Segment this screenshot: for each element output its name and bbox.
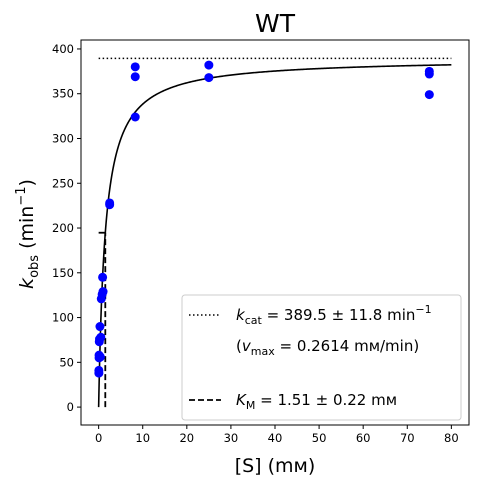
x-tick-label: 60 (356, 431, 371, 445)
y-tick-label: 300 (52, 131, 74, 145)
y-tick-label: 150 (52, 266, 74, 280)
data-point (204, 60, 214, 70)
y-tick-label: 400 (52, 42, 74, 56)
data-point (130, 72, 140, 82)
chart-title: WT (255, 9, 296, 38)
y-tick-label: 100 (52, 311, 74, 325)
x-tick-label: 80 (444, 431, 459, 445)
x-tick-label: 50 (312, 431, 327, 445)
legend-kcat-symbol: k (236, 306, 246, 324)
y-tick-label: 350 (52, 87, 74, 101)
y-axis-symbol: k (16, 277, 38, 289)
x-tick-label: 0 (95, 431, 102, 445)
legend-vmax-label: (vmax = 0.2614 mм/min) (236, 337, 419, 358)
legend-kcat-sup: −1 (415, 303, 431, 316)
legend-km-label: KM = 1.51 ± 0.22 mм (236, 391, 397, 412)
y-tick-label: 0 (67, 400, 74, 414)
data-point (130, 112, 140, 122)
x-tick-label: 30 (224, 431, 239, 445)
legend: kcat = 389.5 ± 11.8 min−1 (vmax = 0.2614… (181, 294, 462, 421)
x-tick-label: 40 (268, 431, 283, 445)
x-tick-label: 10 (135, 431, 150, 445)
y-axis-superscript: −1 (14, 186, 29, 205)
data-point (204, 73, 214, 83)
data-point (95, 352, 105, 362)
data-point (105, 198, 115, 208)
data-point (95, 322, 105, 332)
data-point (424, 90, 434, 100)
data-point (424, 66, 434, 76)
x-tick-label: 20 (179, 431, 194, 445)
y-tick-label: 200 (52, 221, 74, 235)
y-tick-label: 250 (52, 176, 74, 190)
y-axis-close: ) (16, 179, 38, 186)
legend-kcat-sub: cat (245, 314, 263, 327)
legend-km-symbol: K (236, 391, 247, 409)
data-point (98, 272, 108, 282)
y-axis-title: kobs (min−1) (14, 179, 42, 289)
legend-vmax-sub: max (251, 345, 275, 358)
plot-area (80, 39, 470, 426)
legend-box (181, 294, 462, 421)
y-axis-unit: (min (16, 206, 38, 255)
legend-km-sub: M (246, 399, 256, 412)
legend-vmax-text: = 0.2614 mм/min) (275, 337, 419, 355)
ticks: 0 10 20 30 40 50 60 70 80 0 50 100 150 200 250 300 350 40… (52, 42, 459, 445)
data-point (94, 365, 104, 375)
y-tick-label: 50 (59, 355, 74, 369)
data-point (96, 332, 106, 342)
y-axis-subscript: obs (27, 255, 42, 278)
legend-kcat-text: = 389.5 ± 11.8 min (262, 306, 416, 324)
data-point (130, 62, 140, 72)
legend-vmax-open: ( (236, 337, 242, 355)
x-tick-label: 70 (400, 431, 415, 445)
legend-km-text: = 1.51 ± 0.22 mм (255, 391, 397, 409)
legend-kcat-label: kcat = 389.5 ± 11.8 min−1 (236, 303, 432, 327)
x-axis-title: [S] (mм) (235, 455, 316, 477)
legend-vmax-symbol: v (242, 337, 252, 355)
data-point (98, 287, 108, 297)
